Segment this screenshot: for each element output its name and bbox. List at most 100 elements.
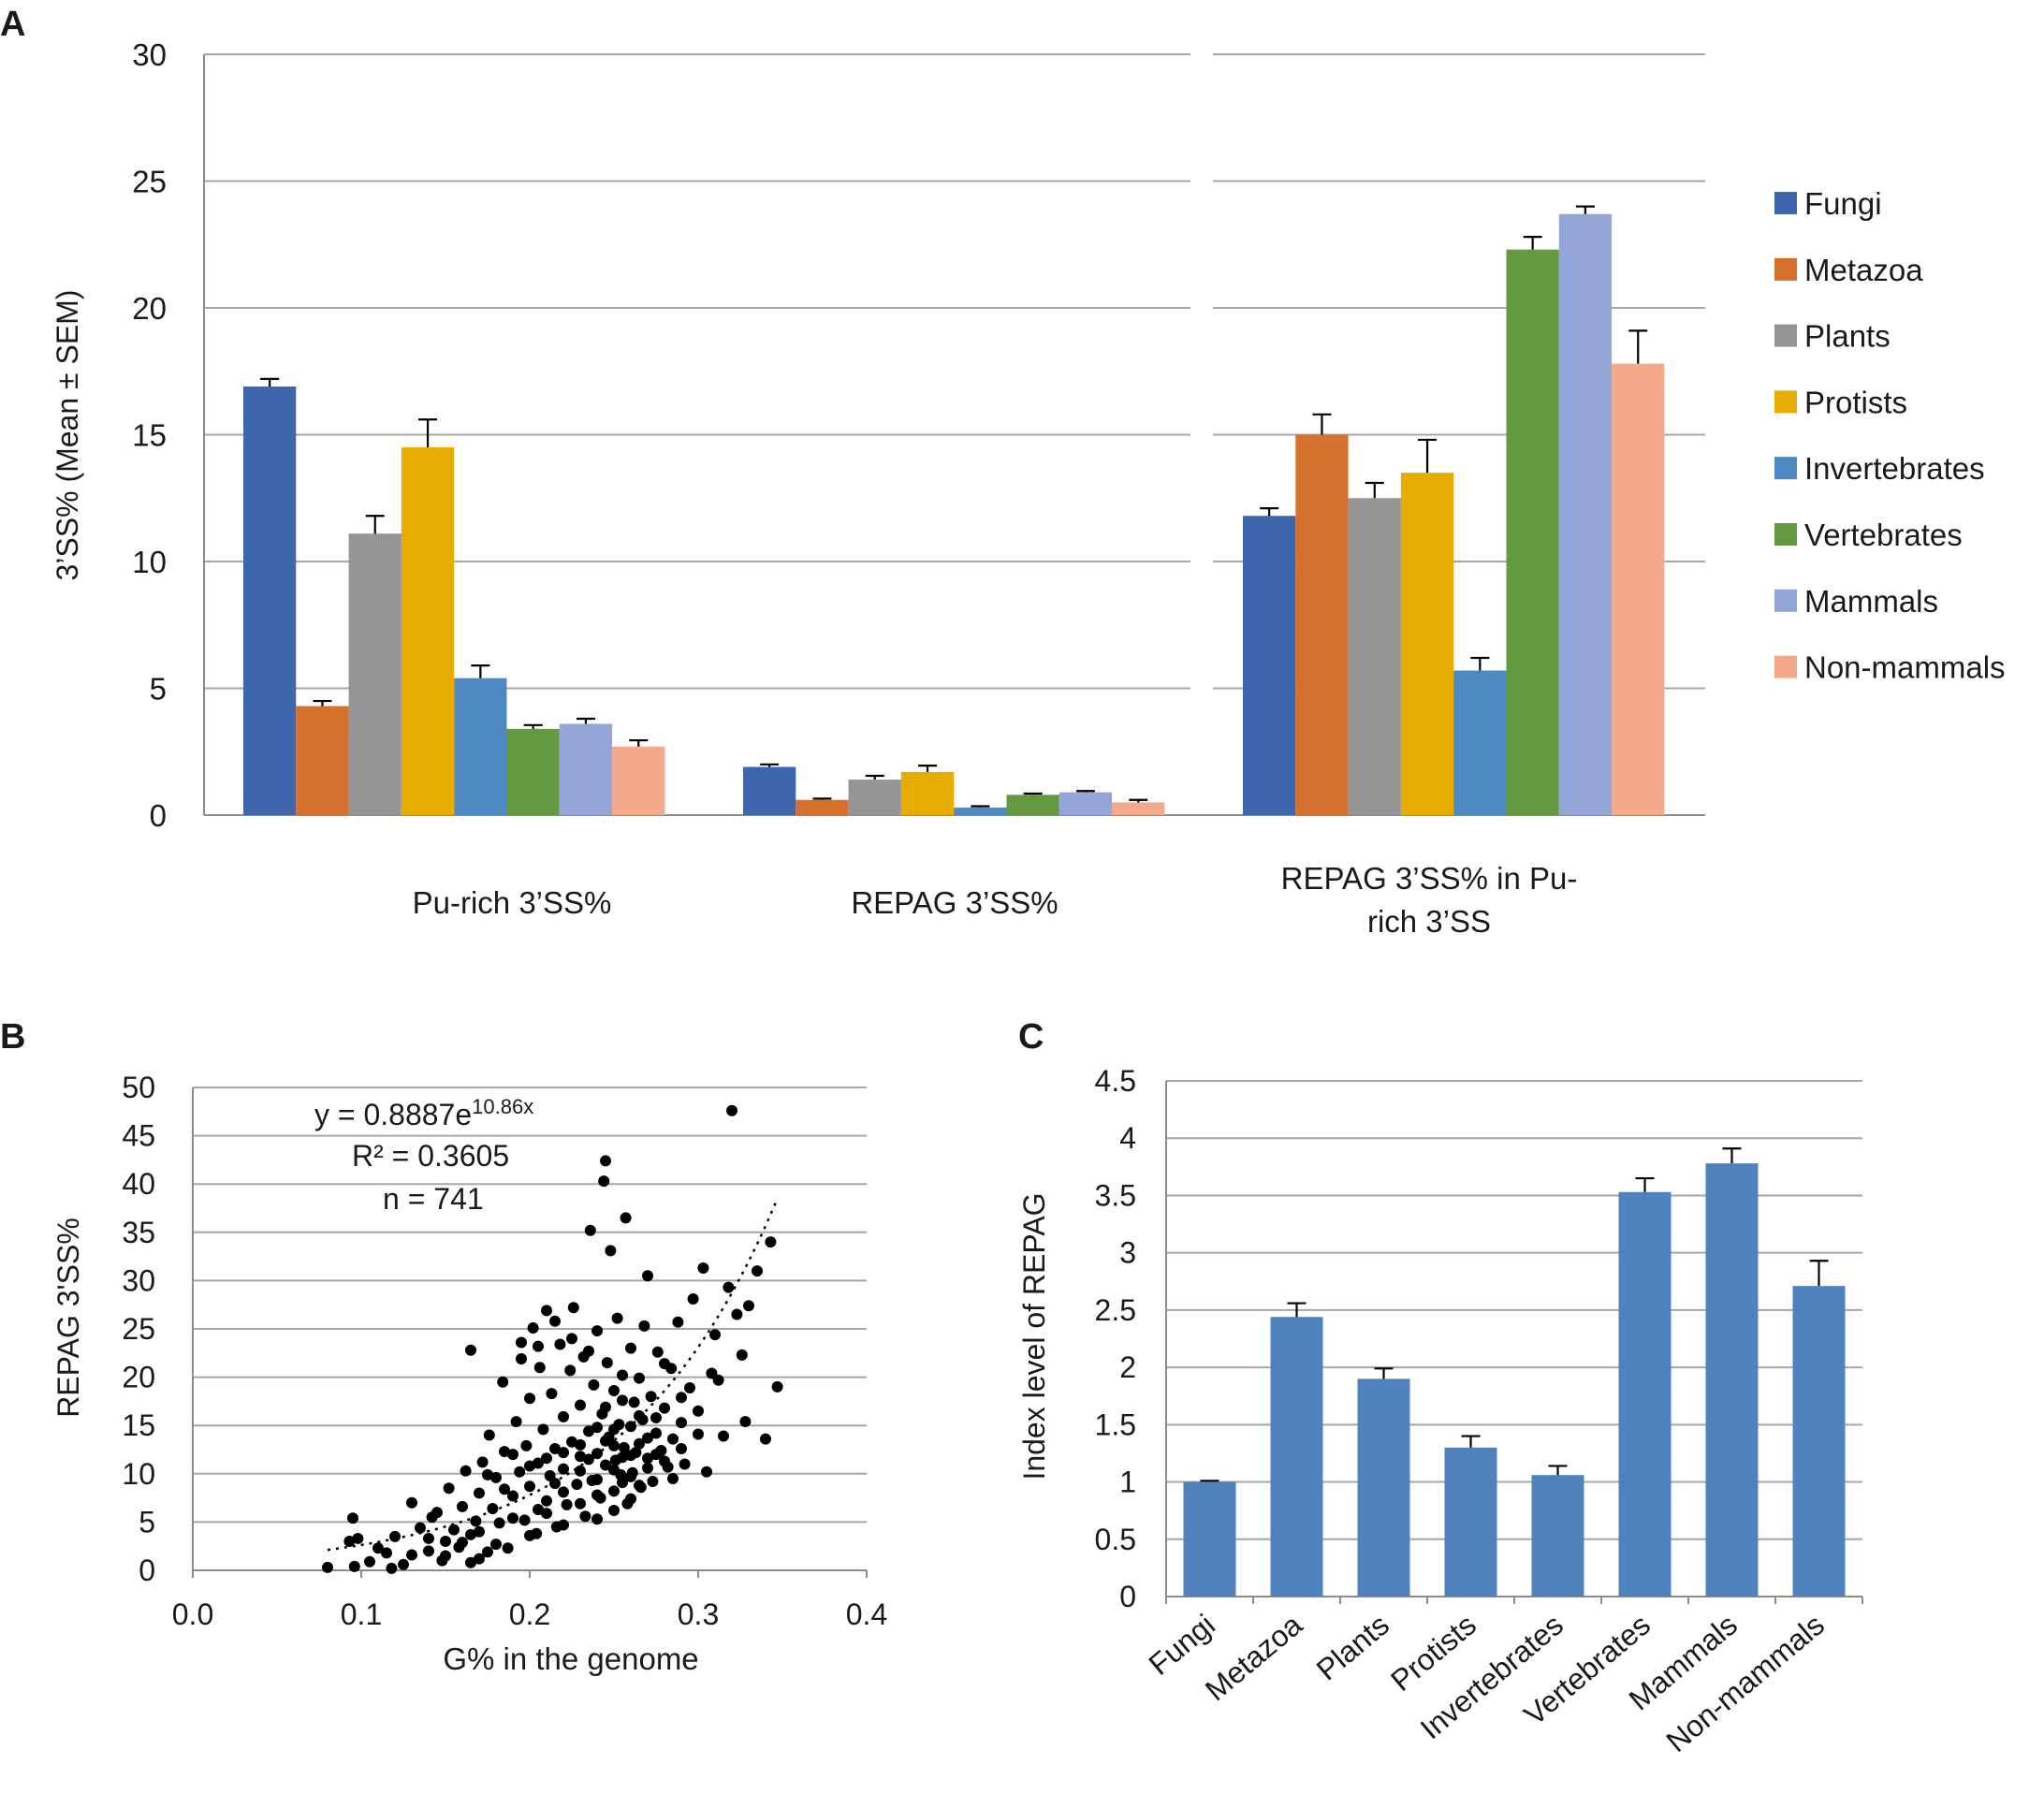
chart-c-error-bar: [1722, 1147, 1742, 1164]
chart-a-error-bar: [1312, 413, 1332, 435]
chart-b-point: [765, 1236, 777, 1248]
chart-b-point: [507, 1512, 518, 1524]
chart-b-point: [406, 1549, 417, 1561]
chart-b-point: [423, 1545, 434, 1557]
chart-a-bar: [954, 807, 1007, 815]
chart-a-error-bar: [971, 805, 990, 808]
chart-a-error-bar: [576, 717, 595, 724]
chart-b-point: [634, 1437, 645, 1450]
chart-b-point: [645, 1391, 657, 1403]
chart-b-point: [514, 1466, 526, 1478]
chart-b-point: [642, 1462, 653, 1474]
chart-b-point: [516, 1336, 527, 1349]
chart-c-ytick-label: 1.5: [1095, 1407, 1136, 1441]
chart-a-bar: [1006, 795, 1059, 815]
chart-a-legend-swatch: [1774, 457, 1797, 480]
chart-a-bar: [743, 766, 796, 815]
chart-a-ytick-label: 0: [150, 798, 167, 833]
chart-b-point: [601, 1357, 613, 1369]
chart-b-point: [575, 1497, 586, 1510]
chart-b-point: [554, 1338, 566, 1350]
chart-c-bar: [1270, 1317, 1323, 1597]
chart-b-trendline: [327, 1198, 779, 1552]
chart-a-bar: [1400, 473, 1454, 815]
chart-b-point: [739, 1416, 752, 1428]
chart-c-error-bar: [1287, 1302, 1307, 1318]
chart-b-point: [546, 1388, 558, 1400]
chart-a-bar: [559, 723, 613, 815]
chart-b-point: [712, 1374, 724, 1386]
chart-b-point: [650, 1411, 662, 1423]
chart-b-point: [736, 1349, 748, 1361]
chart-b-xtick-label: 0.4: [846, 1597, 887, 1631]
chart-b-point: [372, 1542, 384, 1554]
chart-b-ytick-label: 50: [122, 1071, 155, 1104]
chart-a-error-bar: [760, 763, 780, 767]
chart-b-point: [499, 1446, 510, 1458]
chart-b-point: [322, 1561, 333, 1573]
chart-b-point: [533, 1503, 544, 1515]
chart-b-point: [566, 1436, 577, 1448]
chart-b-point: [507, 1490, 518, 1502]
chart-b-point: [752, 1265, 763, 1277]
chart-b-point: [687, 1293, 699, 1305]
chart-b-point: [575, 1399, 586, 1411]
chart-b-point: [558, 1447, 569, 1459]
chart-b-xtick-label: 0.2: [509, 1597, 550, 1631]
chart-c-bar: [1531, 1475, 1584, 1597]
chart-b-xtick-label: 0.3: [678, 1597, 719, 1631]
chart-b-point: [642, 1452, 653, 1465]
chart-b-point: [440, 1536, 451, 1548]
chart-b-point: [676, 1417, 687, 1429]
chart-a-error-bar: [865, 774, 884, 780]
chart-a-legend-swatch: [1774, 257, 1797, 281]
chart-c-category-label: Fungi: [1143, 1608, 1221, 1682]
chart-b-ytick-label: 30: [122, 1263, 155, 1297]
chart-b-point: [693, 1428, 704, 1440]
chart-b-point: [465, 1528, 476, 1540]
chart-b-point: [659, 1358, 670, 1370]
chart-b-point: [731, 1308, 743, 1320]
chart-a-legend-swatch: [1774, 523, 1797, 546]
chart-a-error-bar: [418, 418, 438, 448]
chart-b-point: [617, 1369, 628, 1381]
chart-b-ytick-label: 10: [122, 1457, 155, 1491]
chart-b-point: [549, 1442, 561, 1454]
chart-a-legend-label: Vertebrates: [1804, 518, 1963, 552]
chart-b-point: [533, 1340, 544, 1352]
chart-c-ytick-label: 2.5: [1095, 1293, 1136, 1327]
chart-c-error-bar: [1461, 1435, 1481, 1448]
chart-a-legend-label: Protists: [1804, 385, 1907, 419]
chart-b-point: [558, 1410, 569, 1422]
chart-a-bar: [900, 771, 955, 815]
chart-c-error-bar: [1374, 1367, 1394, 1379]
chart-a-error-bar: [260, 377, 280, 387]
chart-b-point: [634, 1409, 645, 1422]
chart-c-bar: [1705, 1163, 1759, 1597]
chart-b-point: [608, 1485, 620, 1497]
chart-b-point: [524, 1460, 535, 1472]
chart-c-bar: [1357, 1378, 1410, 1597]
chart-a-bar: [1112, 802, 1165, 815]
chart-b-point: [605, 1245, 617, 1257]
chart-b-ytick-label: 20: [122, 1361, 155, 1394]
chart-b-point: [561, 1498, 573, 1510]
chart-a-error-bar: [365, 515, 385, 534]
chart-b-point: [490, 1471, 502, 1483]
chart-b-point: [518, 1514, 531, 1526]
chart-a-error-bar: [918, 765, 938, 772]
chart-a-error-bar: [313, 699, 332, 707]
chart-a-bar: [454, 678, 507, 815]
chart-c-ytick-label: 4.5: [1095, 1064, 1136, 1098]
chart-b-point: [541, 1452, 552, 1465]
chart-b-point: [617, 1477, 628, 1489]
chart-c-ytick-label: 2: [1119, 1350, 1136, 1384]
chart-a-ytick-label: 20: [132, 291, 167, 326]
chart-a-bar: [848, 780, 901, 815]
chart-a-legend-swatch: [1774, 589, 1797, 612]
chart-a-bar: [1558, 213, 1613, 816]
chart-b-point: [608, 1505, 620, 1517]
chart-b-point: [482, 1468, 493, 1480]
chart-b-point: [575, 1451, 586, 1463]
chart-b-point: [443, 1482, 455, 1495]
